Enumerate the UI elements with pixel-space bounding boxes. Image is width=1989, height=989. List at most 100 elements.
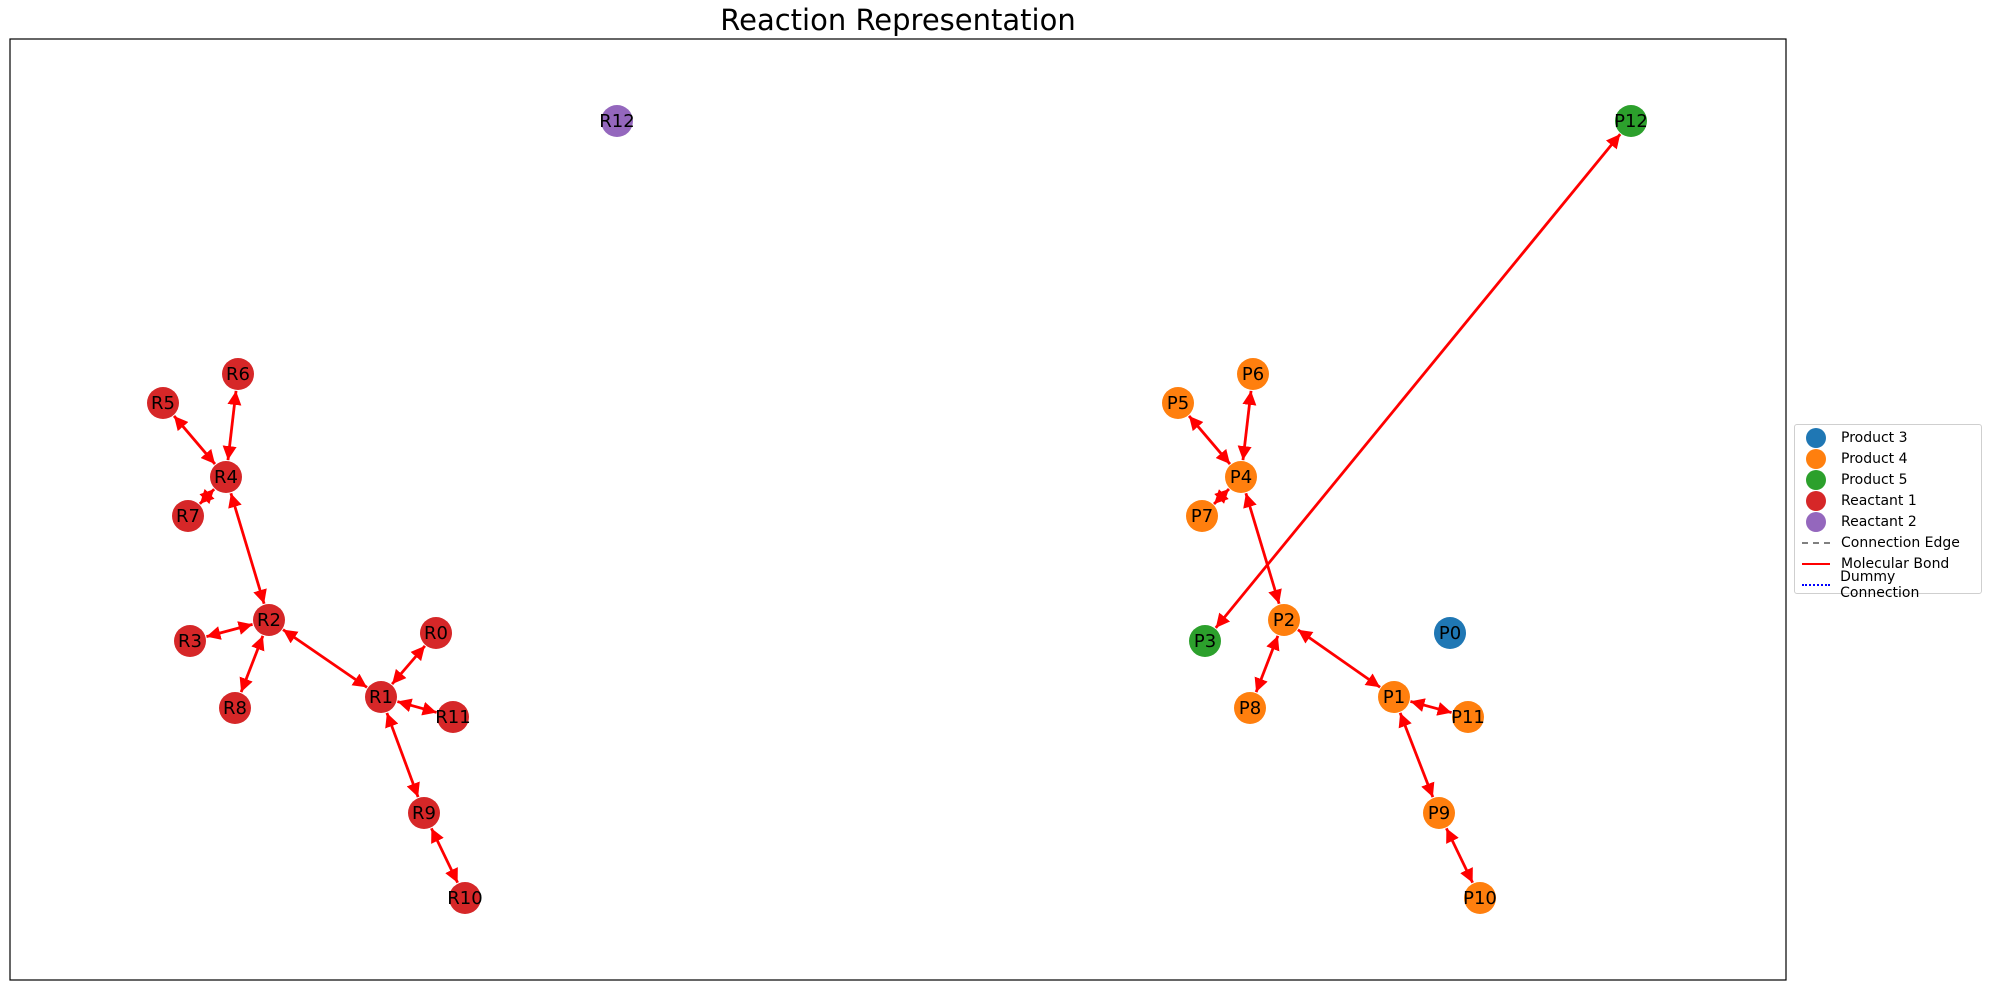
node-circle (437, 701, 469, 733)
legend-item: Reactant 1 (1801, 490, 1975, 511)
node-label: P2 (1273, 610, 1295, 631)
node-label: R11 (435, 707, 470, 728)
node-circle (1423, 797, 1455, 829)
bond-edge-r4-r7 (198, 488, 216, 505)
node-circle (1268, 604, 1300, 636)
node-circle (253, 604, 285, 636)
legend-label: Product 3 (1841, 429, 1908, 446)
legend-item: Connection Edge (1801, 532, 1975, 553)
node-p2: P2 (1268, 604, 1300, 636)
node-label: P12 (1614, 111, 1648, 132)
node-label: R9 (412, 803, 436, 824)
node-circle (420, 617, 452, 649)
bond-edge-p1-p9 (1398, 712, 1435, 798)
node-label: R0 (424, 623, 448, 644)
bond-edge-r4-r6 (222, 390, 242, 461)
node-circle (222, 358, 254, 390)
node-p7: P7 (1186, 500, 1218, 532)
bond-edge-r9-r10 (430, 827, 459, 884)
bond-edge-p4-p6 (1237, 390, 1257, 461)
node-circle (1615, 105, 1647, 137)
node-r5: R5 (147, 387, 179, 419)
node-label: P8 (1239, 698, 1261, 719)
node-label: R1 (369, 687, 393, 708)
legend-label: Product 5 (1841, 471, 1908, 488)
bond-edge-r2-r8 (239, 635, 265, 693)
node-label: P1 (1383, 687, 1405, 708)
node-label: P10 (1463, 888, 1497, 909)
node-label: P6 (1242, 364, 1264, 385)
bond-edge-p9-p10 (1445, 827, 1474, 884)
legend-marker-dot (1806, 448, 1826, 469)
node-circle (1186, 500, 1218, 532)
legend-marker-dot (1806, 427, 1826, 448)
node-p6: P6 (1237, 358, 1269, 390)
node-r9: R9 (408, 797, 440, 829)
node-circle (147, 387, 179, 419)
legend: Product 3 Product 4 Product 5 Reactant 1 Rea… (1794, 424, 1982, 601)
node-p9: P9 (1423, 797, 1455, 829)
legend-swatch (1801, 532, 1831, 553)
node-p10: P10 (1463, 882, 1497, 914)
node-label: P9 (1428, 803, 1450, 824)
node-p0: P0 (1434, 617, 1466, 649)
node-p4: P4 (1225, 461, 1257, 493)
legend-label: Reactant 1 (1841, 492, 1917, 509)
legend-marker-line (1802, 541, 1830, 544)
node-label: R4 (214, 467, 238, 488)
node-circle (1464, 882, 1496, 914)
node-r10: R10 (447, 882, 483, 914)
node-label: R2 (257, 610, 281, 631)
legend-item: Product 3 (1801, 427, 1975, 448)
legend-label: Dummy Connection (1840, 568, 1920, 601)
legend-swatch (1801, 469, 1831, 490)
legend-swatch (1801, 574, 1830, 595)
node-label: P5 (1167, 393, 1189, 414)
legend-marker-line (1801, 583, 1830, 586)
legend-label: Reactant 2 (1841, 513, 1917, 530)
node-label: P3 (1194, 631, 1216, 652)
node-label: R7 (176, 506, 200, 527)
legend-marker-dot (1806, 490, 1826, 511)
legend-marker-dot (1806, 511, 1826, 532)
node-circle (1237, 358, 1269, 390)
node-circle (408, 797, 440, 829)
node-label: R3 (178, 631, 202, 652)
bond-edge-r0-r1 (391, 644, 426, 686)
legend-swatch (1801, 553, 1831, 574)
node-label: P0 (1439, 623, 1461, 644)
node-circle (449, 882, 481, 914)
bond-edge-r1-r2 (282, 628, 368, 689)
node-label: P11 (1451, 707, 1485, 728)
node-r6: R6 (222, 358, 254, 390)
legend-marker-line (1802, 562, 1830, 565)
node-circle (1378, 681, 1410, 713)
node-circle (210, 461, 242, 493)
legend-swatch (1801, 490, 1831, 511)
node-p11: P11 (1451, 701, 1485, 733)
node-circle (1189, 625, 1221, 657)
legend-swatch (1801, 427, 1831, 448)
node-p12: P12 (1614, 105, 1648, 137)
node-r7: R7 (172, 500, 204, 532)
node-label: R10 (447, 888, 482, 909)
node-p5: P5 (1162, 387, 1194, 419)
bond-edge-p3-p12 (1214, 133, 1622, 629)
bond-edge-p4-p5 (1187, 415, 1232, 465)
plot-frame (9, 38, 1787, 981)
node-circle (1434, 617, 1466, 649)
node-label: P7 (1191, 506, 1213, 527)
bond-edge-p4-p7 (1213, 488, 1230, 505)
node-circle (1225, 461, 1257, 493)
node-circle (1162, 387, 1194, 419)
legend-label: Molecular Bond (1841, 555, 1950, 572)
node-circle (1234, 692, 1266, 724)
legend-item: Reactant 2 (1801, 511, 1975, 532)
node-circle (365, 681, 397, 713)
node-r12: R12 (599, 105, 635, 137)
legend-label: Product 4 (1841, 450, 1908, 467)
legend-item: Dummy Connection (1801, 569, 1975, 601)
legend-swatch (1801, 511, 1831, 532)
node-p1: P1 (1378, 681, 1410, 713)
node-r11: R11 (435, 701, 471, 733)
